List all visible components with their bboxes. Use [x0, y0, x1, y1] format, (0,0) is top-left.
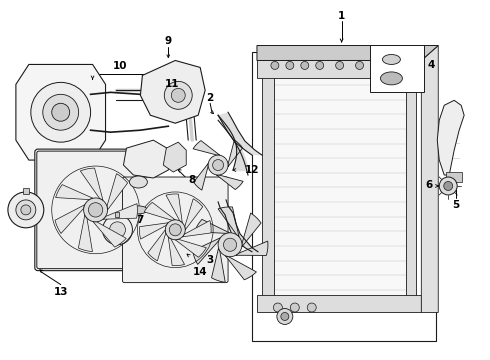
Polygon shape	[185, 199, 203, 230]
Polygon shape	[93, 221, 126, 247]
Text: 11: 11	[165, 79, 179, 89]
Circle shape	[110, 222, 125, 238]
Text: 6: 6	[426, 180, 433, 190]
Circle shape	[8, 192, 44, 228]
Circle shape	[373, 62, 382, 69]
Polygon shape	[421, 45, 438, 312]
Text: 1: 1	[338, 11, 345, 21]
Ellipse shape	[129, 206, 147, 214]
Circle shape	[316, 62, 324, 69]
Polygon shape	[144, 202, 175, 220]
Polygon shape	[194, 163, 208, 190]
Text: 4: 4	[428, 60, 435, 71]
Polygon shape	[236, 241, 268, 256]
Circle shape	[290, 303, 299, 312]
Ellipse shape	[129, 176, 147, 188]
FancyBboxPatch shape	[122, 177, 228, 283]
Text: 13: 13	[53, 287, 68, 297]
Polygon shape	[140, 223, 168, 239]
Circle shape	[356, 62, 364, 69]
Circle shape	[102, 215, 132, 245]
Polygon shape	[166, 194, 182, 223]
Text: 12: 12	[245, 165, 259, 175]
Circle shape	[273, 303, 282, 312]
Circle shape	[164, 81, 192, 109]
Text: 8: 8	[189, 175, 196, 185]
Text: 7: 7	[137, 215, 144, 225]
Circle shape	[88, 203, 103, 217]
Polygon shape	[163, 142, 186, 172]
Polygon shape	[218, 112, 262, 155]
Bar	[23, 188, 29, 194]
Bar	[257, 294, 421, 312]
Circle shape	[172, 88, 185, 102]
Polygon shape	[107, 174, 127, 210]
Polygon shape	[217, 175, 243, 189]
FancyBboxPatch shape	[124, 179, 226, 280]
Circle shape	[301, 62, 309, 69]
Polygon shape	[168, 237, 185, 266]
Circle shape	[218, 233, 242, 257]
Polygon shape	[55, 185, 93, 200]
Polygon shape	[78, 215, 93, 252]
Ellipse shape	[380, 72, 402, 85]
Circle shape	[223, 238, 237, 251]
Polygon shape	[195, 219, 229, 233]
Bar	[257, 60, 421, 78]
Bar	[406, 71, 416, 305]
Circle shape	[336, 62, 343, 69]
Circle shape	[277, 309, 293, 324]
Circle shape	[208, 155, 228, 175]
Bar	[369, 45, 424, 92]
Circle shape	[31, 82, 91, 142]
Polygon shape	[193, 238, 221, 264]
Text: 3: 3	[206, 255, 214, 265]
Polygon shape	[182, 221, 211, 237]
Circle shape	[84, 198, 107, 222]
Polygon shape	[55, 205, 85, 233]
Polygon shape	[123, 140, 171, 178]
Circle shape	[43, 94, 78, 130]
FancyBboxPatch shape	[35, 149, 156, 271]
Polygon shape	[218, 207, 239, 237]
Bar	[274, 71, 406, 305]
Bar	[446, 172, 462, 182]
Circle shape	[21, 205, 31, 215]
Circle shape	[271, 62, 279, 69]
Polygon shape	[175, 239, 206, 257]
Circle shape	[307, 303, 316, 312]
Bar	[115, 212, 120, 217]
Text: 9: 9	[165, 36, 172, 46]
Text: 2: 2	[206, 93, 214, 103]
Circle shape	[165, 220, 185, 240]
Polygon shape	[228, 140, 243, 167]
Text: 10: 10	[113, 62, 128, 71]
Circle shape	[16, 200, 36, 220]
Polygon shape	[80, 168, 103, 201]
Text: 14: 14	[193, 267, 207, 276]
Circle shape	[286, 62, 294, 69]
Polygon shape	[212, 248, 225, 282]
Ellipse shape	[383, 54, 400, 64]
Circle shape	[281, 312, 289, 320]
Polygon shape	[193, 140, 220, 155]
Text: 5: 5	[453, 200, 460, 210]
Polygon shape	[103, 204, 137, 219]
Polygon shape	[225, 256, 256, 280]
Circle shape	[439, 177, 457, 195]
FancyBboxPatch shape	[37, 151, 154, 269]
Circle shape	[213, 159, 223, 171]
Circle shape	[52, 103, 70, 121]
Polygon shape	[141, 60, 205, 123]
Bar	[262, 71, 274, 305]
Polygon shape	[257, 45, 438, 60]
Circle shape	[444, 181, 453, 190]
Polygon shape	[148, 230, 166, 261]
Polygon shape	[437, 100, 464, 175]
Bar	[252, 53, 436, 341]
Polygon shape	[16, 64, 105, 160]
Polygon shape	[218, 200, 258, 252]
Circle shape	[169, 224, 181, 236]
Polygon shape	[242, 213, 261, 247]
